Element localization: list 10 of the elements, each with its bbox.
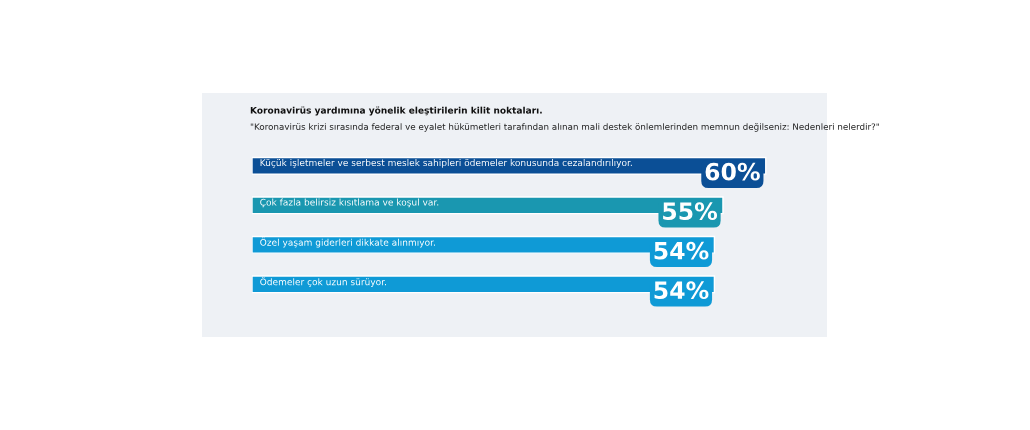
y-tick-label: Küçük işletmeler ve serbest meslek sahipleri ödemeler konusunda cezalandırılıyor. <box>260 159 632 168</box>
chart-title: Koronavirüs yardımına yönelik eleştirilerin kilit noktaları. <box>250 106 542 116</box>
y-tick-label: Ödemeler çok uzun sürüyor. <box>260 276 386 288</box>
chart-subtitle: "Koronavirüs krizi sırasında federal ve eyalet hükümetleri tarafından alınan mali destek önlemlerinden memnun değilseniz: Nedenleri nelerdir?" <box>250 123 879 132</box>
data-label: 55% <box>663 202 718 221</box>
y-tick-label: Çok fazla belirsiz kısıtlama ve koşul var. <box>260 198 439 208</box>
y-tick-label: Özel yaşam giderleri dikkate alınmıyor. <box>260 237 435 248</box>
data-label: 54% <box>654 241 709 260</box>
data-label: 54% <box>654 281 709 300</box>
data-label: 60% <box>705 162 760 181</box>
